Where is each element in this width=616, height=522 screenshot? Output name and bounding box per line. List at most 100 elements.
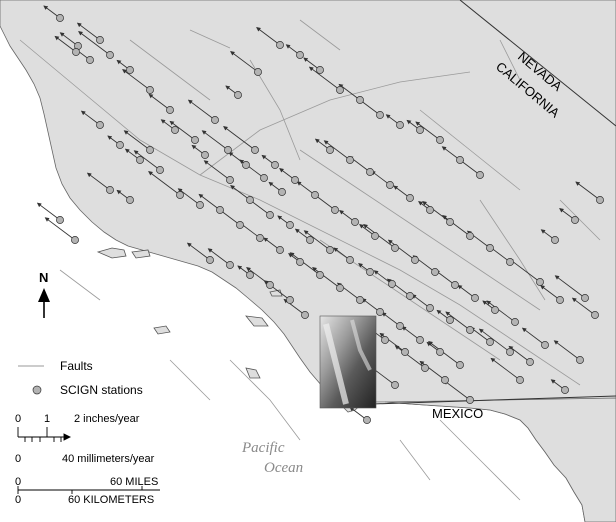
velocity-vector — [203, 160, 231, 181]
fault-line — [59, 269, 101, 301]
scign-station — [286, 221, 294, 229]
scign-station — [260, 174, 268, 182]
scign-station — [316, 66, 324, 74]
scign-station — [381, 336, 389, 344]
scign-station — [246, 196, 254, 204]
scign-station — [346, 256, 354, 264]
scign-station — [106, 186, 114, 194]
velocity-vector — [415, 121, 441, 141]
velocity-vector — [490, 357, 521, 381]
scign-station — [388, 280, 396, 288]
scign-station — [596, 196, 604, 204]
velocity-vector — [442, 215, 471, 237]
velocity-vector — [177, 188, 201, 206]
scign-station — [286, 296, 294, 304]
velocity-vector — [76, 22, 101, 41]
velocity-vector — [148, 171, 181, 196]
velocity-vector — [36, 202, 61, 221]
baja-land — [384, 397, 616, 522]
velocity-vector — [387, 239, 416, 261]
velocity-vector — [148, 93, 171, 111]
scign-station — [486, 244, 494, 252]
velocity-vector — [540, 285, 561, 301]
island — [245, 367, 261, 379]
velocity-in-zero: 0 — [15, 413, 21, 425]
scign-station — [71, 236, 79, 244]
velocity-vector — [187, 99, 216, 121]
scign-station — [516, 376, 524, 384]
fault-line — [439, 419, 521, 501]
scign-station — [278, 188, 286, 196]
scign-station — [396, 121, 404, 129]
scign-station — [376, 308, 384, 316]
velocity-vector — [133, 150, 161, 171]
scign-station — [211, 116, 219, 124]
scign-station — [466, 326, 474, 334]
scign-station — [206, 256, 214, 264]
velocity-vector — [508, 345, 531, 363]
velocity-vector — [508, 258, 541, 283]
velocity-vector — [123, 130, 151, 151]
scign-station — [136, 156, 144, 164]
fault-line — [479, 199, 546, 301]
scign-station — [301, 311, 309, 319]
scign-station — [271, 161, 279, 169]
velocity-vector — [86, 172, 111, 191]
label-ocean: Ocean — [264, 460, 303, 476]
scign-station — [86, 56, 94, 64]
velocity-vector — [521, 327, 546, 346]
velocity-vector — [323, 140, 351, 161]
scign-station — [396, 322, 404, 330]
scign-station — [511, 318, 519, 326]
scign-station — [176, 191, 184, 199]
scign-station — [196, 201, 204, 209]
station-icon — [32, 385, 42, 395]
distance-scale-bar — [17, 486, 160, 494]
fault-line — [19, 39, 581, 386]
scign-station — [436, 136, 444, 144]
dist-km-label: 60 KILOMETERS — [68, 494, 154, 506]
scign-station — [156, 166, 164, 174]
scign-station — [266, 281, 274, 289]
scign-station — [224, 146, 232, 154]
velocity-vector — [443, 380, 471, 401]
velocity-vector — [122, 69, 151, 91]
legend-faults-label: Faults — [60, 359, 93, 373]
legend: Faults SCIGN stations 0 1 2 inches/year … — [15, 359, 160, 506]
velocity-vector-icon — [17, 427, 72, 442]
islands — [96, 247, 283, 379]
inset-photo-streak — [350, 319, 372, 371]
scign-station — [56, 14, 64, 22]
scign-station — [242, 161, 250, 169]
scign-station — [296, 258, 304, 266]
scign-station — [456, 361, 464, 369]
velocity-vector — [571, 297, 596, 316]
velocity-vector — [478, 328, 511, 353]
scign-station — [216, 206, 224, 214]
velocity-vector — [207, 248, 231, 266]
velocity-vector — [303, 230, 331, 251]
scign-station — [386, 181, 394, 189]
velocity-vector — [223, 126, 256, 151]
velocity-vector — [201, 130, 229, 151]
label-pacific: Pacific — [241, 440, 285, 456]
scign-station — [536, 278, 544, 286]
scign-station — [576, 356, 584, 364]
scign-station — [406, 292, 414, 300]
dist-mi-label: 60 MILES — [110, 476, 158, 488]
fault-line — [249, 59, 301, 161]
scign-station — [201, 151, 209, 159]
scign-station — [561, 386, 569, 394]
velocity-vector — [186, 242, 211, 261]
velocity-vector — [44, 217, 76, 241]
velocity-vector — [470, 327, 491, 343]
scign-station — [466, 232, 474, 240]
fault-line — [299, 19, 341, 51]
stations-layer — [56, 14, 604, 424]
velocity-vector — [428, 341, 461, 366]
velocity-vector — [554, 275, 586, 299]
scign-station — [266, 211, 274, 219]
fault-line — [229, 359, 301, 441]
velocity-vector — [230, 185, 251, 201]
scign-station — [346, 156, 354, 164]
